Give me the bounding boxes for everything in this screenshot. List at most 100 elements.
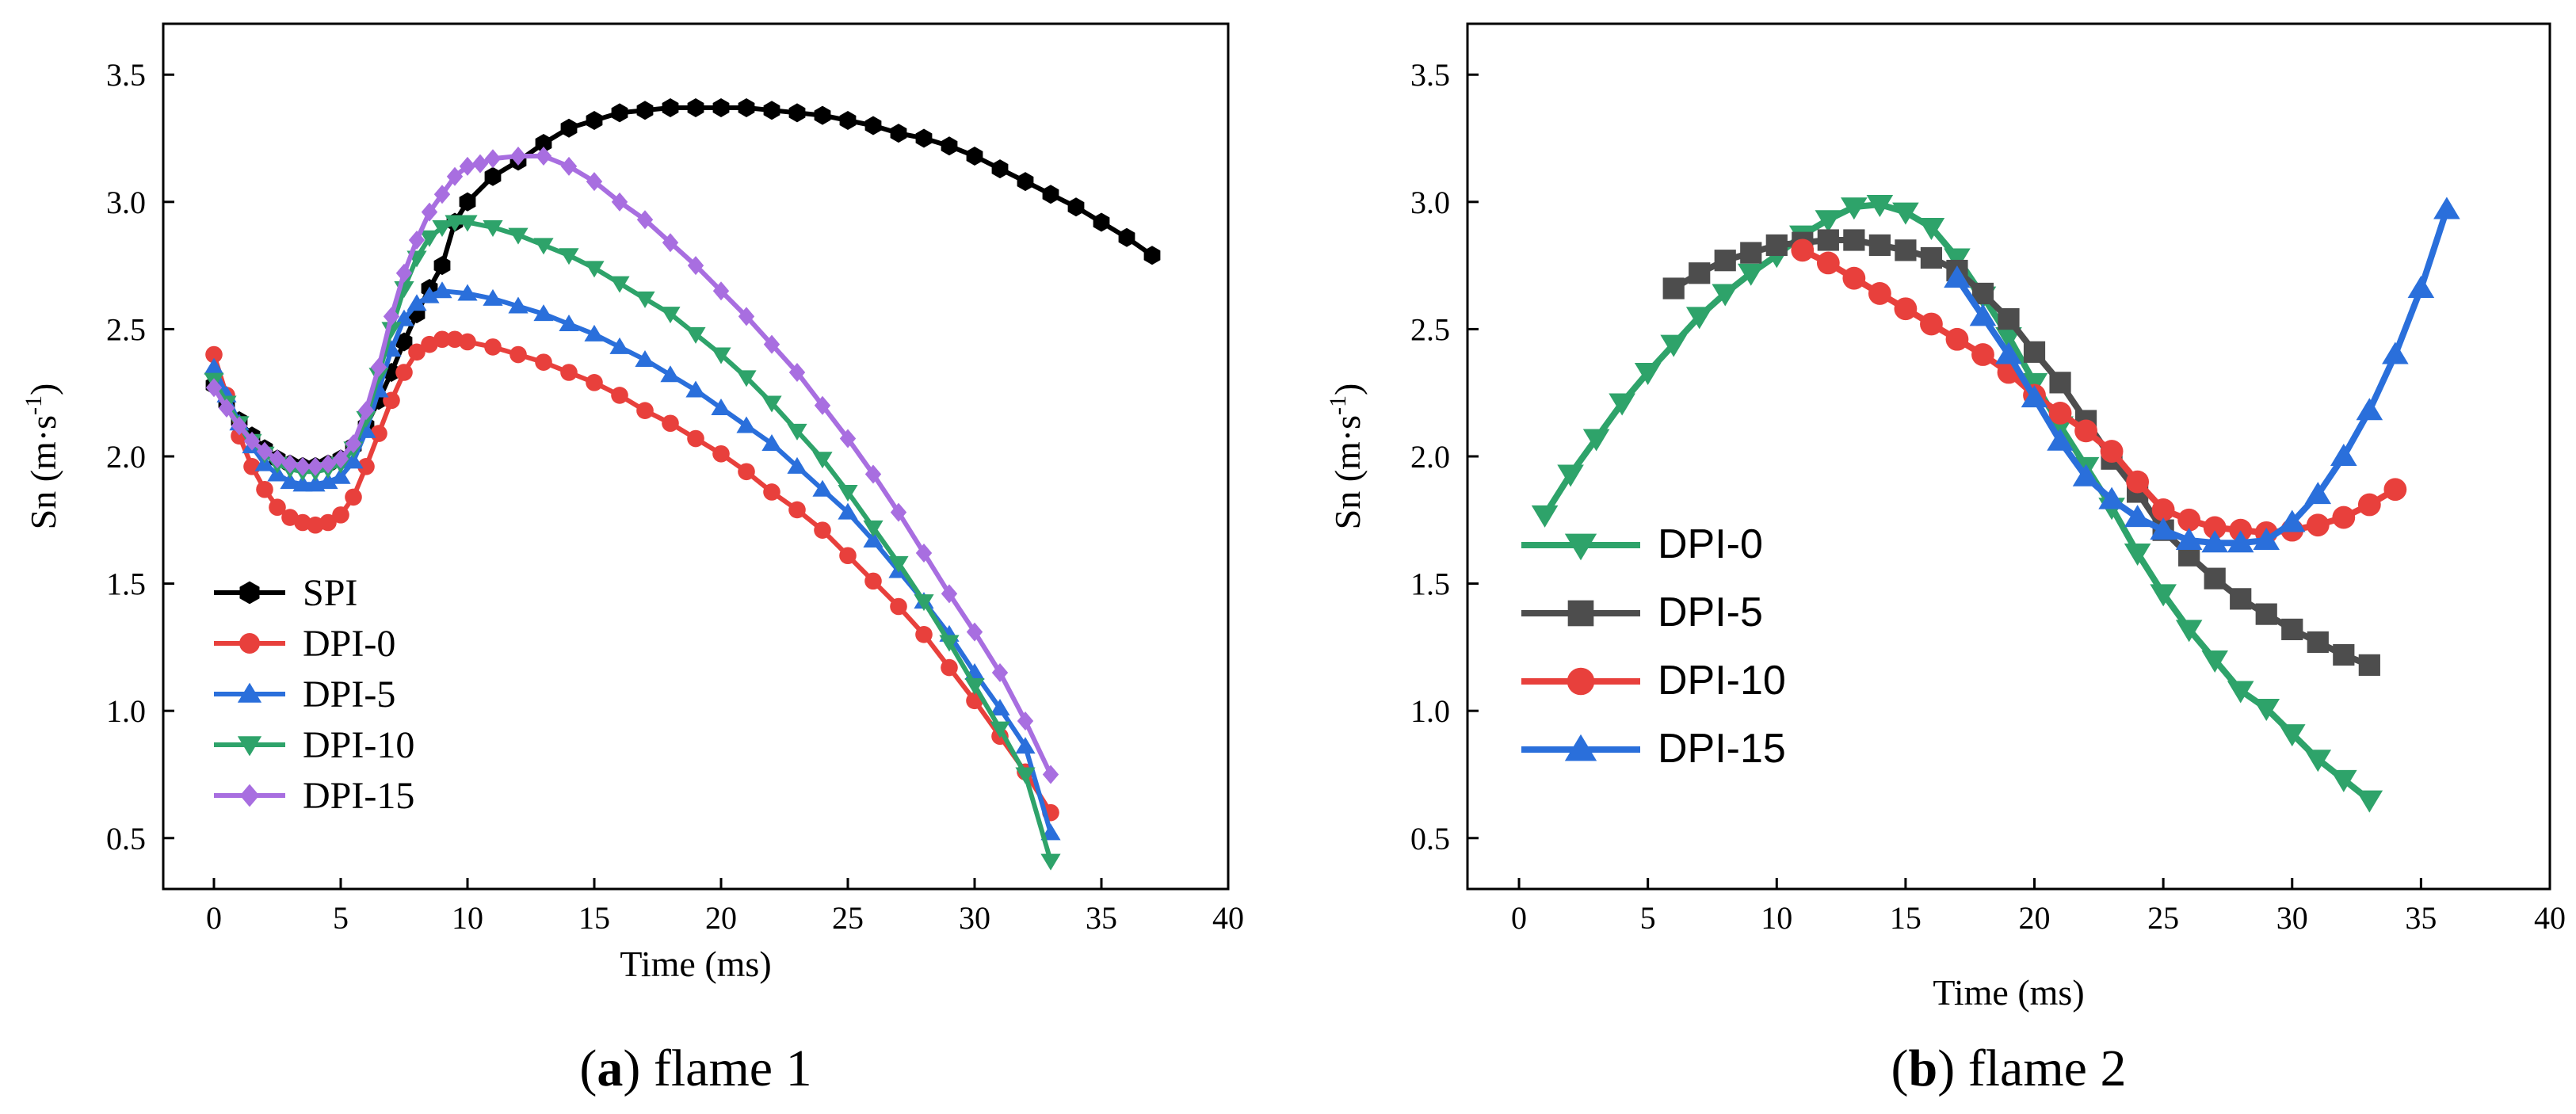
panel-b-x-tick-label: 25 bbox=[2147, 900, 2179, 936]
panel-b-series-dpi-5-point bbox=[2255, 603, 2277, 625]
panel-a-series-spi-point bbox=[459, 192, 476, 212]
panel-b-y-tick-label: 1.5 bbox=[1410, 567, 1450, 602]
panel-a-series-dpi-15-point bbox=[256, 441, 273, 461]
panel-b-legend-entry-dpi-5: DPI-5 bbox=[1521, 589, 1763, 635]
panel-a-series-dpi-10-point bbox=[863, 520, 883, 537]
panel-b-series-dpi-0-point bbox=[2253, 698, 2280, 721]
panel-b-series-dpi-15-point bbox=[2124, 505, 2151, 528]
panel-a-series-dpi-10-point bbox=[584, 261, 605, 278]
panel-b-ticks: 0 5 10 15 20 25 30 35 40 0.5 1.0 1.5 2.0 2.5 3.0 3.5 bbox=[1410, 57, 2566, 936]
panel-a-caption: (a) flame 1 bbox=[579, 1040, 811, 1097]
panel-a-chart: 0 5 10 15 20 25 30 35 40 0.5 1.0 1.5 2.0 2.5 3.0 3.5 SP… bbox=[21, 22, 1244, 1097]
panel-b-legend-marker-dpi-0 bbox=[1564, 533, 1597, 561]
panel-a-series-dpi-5-point bbox=[736, 416, 757, 433]
panel-a-series-dpi-15-point bbox=[243, 431, 261, 451]
panel-a-series-dpi-0-point bbox=[459, 333, 476, 351]
panel-b-legend-marker-dpi-5 bbox=[1567, 600, 1594, 627]
panel-b-series-dpi-0-point bbox=[1660, 334, 1687, 357]
panel-a-series-dpi-0-point bbox=[560, 364, 578, 381]
panel-a-series-spi-point bbox=[433, 256, 451, 276]
panel-b-x-tick-label: 0 bbox=[1511, 900, 1527, 936]
panel-a-x-tick-label: 40 bbox=[1212, 900, 1244, 936]
panel-a-y-tick-label: 2.0 bbox=[106, 439, 146, 475]
panel-a-series-dpi-0-point bbox=[636, 402, 654, 419]
panel-b-legend-label-dpi-5: DPI-5 bbox=[1658, 589, 1763, 635]
panel-a-y-tick-label: 3.0 bbox=[106, 185, 146, 220]
panel-a-series-dpi-0-point bbox=[307, 516, 324, 534]
panel-a-series-dpi-15-point bbox=[294, 456, 311, 476]
panel-b-series-dpi-5-point bbox=[1714, 250, 1736, 272]
panel-a-series-spi-point bbox=[611, 103, 628, 123]
panel-b-series-dpi-15 bbox=[1944, 196, 2460, 553]
panel-a-ticks: 0 5 10 15 20 25 30 35 40 0.5 1.0 1.5 2.0 2.5 3.0 3.5 bbox=[106, 57, 1244, 936]
panel-b-series-dpi-15-point bbox=[2433, 196, 2460, 219]
panel-a-series-dpi-10-point bbox=[685, 326, 706, 344]
panel-a-series-dpi-15-point bbox=[205, 378, 223, 398]
panel-a-x-tick-label: 5 bbox=[333, 900, 349, 936]
panel-a-series-dpi-15-point bbox=[408, 231, 426, 250]
panel-a-series-dpi-5-point bbox=[838, 502, 858, 520]
panel-a-series-dpi-10-point bbox=[838, 484, 858, 502]
panel-a-x-tick-label: 35 bbox=[1086, 900, 1117, 936]
panel-b-series-dpi-0-point bbox=[2201, 650, 2228, 673]
panel-a-series-spi-point bbox=[763, 101, 780, 120]
panel-a-y-tick-label: 3.5 bbox=[106, 57, 146, 93]
panel-b-series-dpi-0-point bbox=[1531, 505, 1559, 528]
panel-b-series-dpi-10-point bbox=[2383, 478, 2407, 502]
panel-b-x-tick-label: 30 bbox=[2276, 900, 2308, 936]
panel-b-series-dpi-10-point bbox=[1945, 327, 1969, 351]
panel-b-series-dpi-0-point bbox=[1815, 210, 1842, 233]
panel-a-series-dpi-0-point bbox=[611, 387, 628, 404]
panel-b-x-tick-label: 20 bbox=[2019, 900, 2051, 936]
panel-a-series-dpi-10-point bbox=[508, 227, 529, 245]
panel-b-series-dpi-10-point bbox=[2177, 508, 2201, 532]
panel-b-series-dpi-0-point bbox=[2227, 681, 2254, 704]
panel-a-series-dpi-5-point bbox=[280, 472, 300, 490]
panel-a-series-spi-point bbox=[484, 166, 502, 186]
panel-a-series-dpi-10-point bbox=[660, 307, 681, 324]
panel-b-series-dpi-5-point bbox=[1740, 242, 1762, 264]
panel-a-series-dpi-10-point bbox=[761, 395, 782, 413]
panel-a-series-dpi-5-point bbox=[609, 337, 630, 354]
panel-b-legend-label-dpi-0: DPI-0 bbox=[1658, 521, 1763, 567]
panel-b-caption: (b) flame 2 bbox=[1891, 1040, 2127, 1097]
panel-a-series-dpi-5-point bbox=[660, 365, 681, 383]
panel-a-series-spi-point bbox=[687, 98, 704, 117]
panel-a-series-dpi-0-point bbox=[446, 330, 464, 349]
panel-a-series-spi-point bbox=[738, 98, 755, 117]
panel-b-x-tick-label: 35 bbox=[2405, 900, 2437, 936]
panel-a-series-spi-point bbox=[1017, 172, 1034, 192]
panel-b-series-dpi-15-point bbox=[2253, 527, 2280, 550]
panel-b-series-dpi-0-point bbox=[2304, 750, 2332, 773]
panel-b-series-dpi-15-point bbox=[2330, 444, 2357, 466]
panel-b-series-dpi-10-point bbox=[1842, 266, 1866, 290]
panel-a-series-dpi-10-point bbox=[1015, 767, 1036, 784]
panel-b-series-dpi-15-point bbox=[2021, 385, 2048, 408]
panel-a-series-dpi-15-point bbox=[738, 307, 755, 326]
panel-a-series-spi-point bbox=[560, 118, 578, 138]
panel-a-series-dpi-15-point bbox=[281, 454, 299, 474]
panel-b-series-dpi-5-point bbox=[2023, 341, 2046, 363]
panel-b-x-tick-label: 5 bbox=[1640, 900, 1656, 936]
panel-a-series-dpi-0-point bbox=[319, 513, 337, 532]
panel-b-series-dpi-5-point bbox=[2281, 618, 2303, 640]
panel-a-x-tick-label: 30 bbox=[959, 900, 990, 936]
panel-b-series-dpi-5-point bbox=[1817, 229, 1839, 251]
panel-b-y-axis-title: Sn (m·s-1) bbox=[1325, 383, 1368, 530]
panel-a-series-dpi-5-point bbox=[406, 294, 427, 311]
panel-a-series-dpi-10-point bbox=[381, 322, 402, 339]
panel-a-series-dpi-5-point bbox=[711, 398, 731, 415]
panel-a-series-dpi-5-point bbox=[292, 475, 313, 492]
panel-a-series-dpi-0-point bbox=[763, 483, 780, 501]
panel-b-y-tick-label: 3.0 bbox=[1410, 185, 1450, 220]
panel-a-series-dpi-10-point bbox=[939, 635, 960, 652]
panel-b-series-dpi-10-point bbox=[2332, 505, 2356, 529]
panel-a-series-dpi-10-point bbox=[964, 678, 985, 696]
panel-b-y-tick-label: 3.5 bbox=[1410, 57, 1450, 93]
panel-a-series-dpi-15-point bbox=[915, 544, 933, 563]
panel-a-series-dpi-0-point bbox=[294, 513, 311, 532]
panel-a-series-dpi-0-point bbox=[269, 498, 286, 517]
panel-a-legend-marker-dpi-10 bbox=[237, 736, 262, 757]
panel-a-legend-label-dpi-5: DPI-5 bbox=[303, 673, 395, 715]
panel-b-series-dpi-0-point bbox=[1995, 327, 2022, 350]
